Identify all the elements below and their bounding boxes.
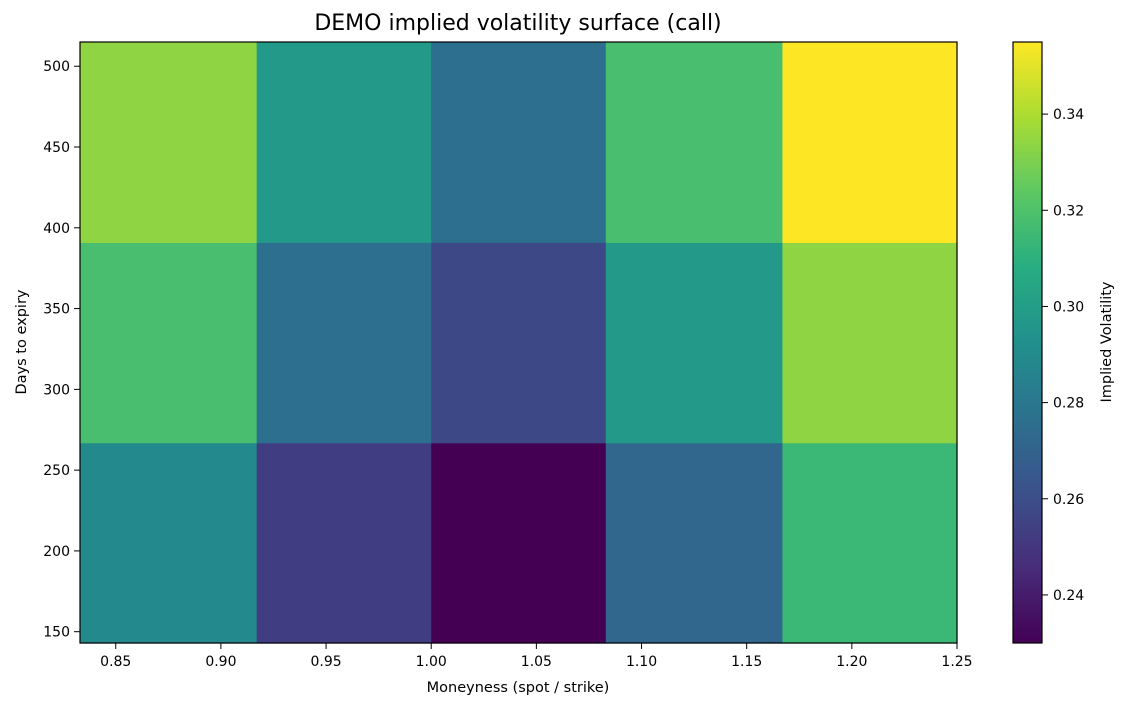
x-tick-label: 1.10 [626, 654, 657, 670]
x-tick-label: 1.20 [836, 654, 867, 670]
x-tick-label: 0.90 [205, 654, 236, 670]
colorbar-tick-label: 0.34 [1053, 107, 1084, 123]
y-tick-label: 400 [43, 221, 70, 237]
heatmap-cells [80, 42, 958, 644]
heatmap-cell [605, 442, 784, 644]
heatmap-cell [80, 242, 258, 444]
colorbar-tick-label: 0.26 [1053, 492, 1084, 508]
heatmap-cell [256, 242, 432, 444]
colorbar-tick-label: 0.28 [1053, 396, 1084, 412]
y-tick-label: 500 [43, 59, 70, 75]
plot-frame [79, 41, 958, 644]
x-tick-label: 0.85 [100, 654, 131, 670]
x-tick-label: 1.15 [731, 654, 762, 670]
heatmap-cell [782, 42, 958, 243]
y-axis-ticks: 150 200 250 300 350 400 450 500 [43, 59, 80, 641]
heatmap-cell [256, 442, 432, 644]
x-tick-label: 0.95 [310, 654, 341, 670]
y-tick-label: 250 [43, 463, 70, 479]
y-tick-label: 150 [43, 625, 70, 641]
heatmap-cell [431, 42, 607, 243]
x-tick-label: 1.00 [416, 654, 447, 670]
heatmap-cell [256, 42, 432, 243]
chart-title: DEMO implied volatility surface (call) [314, 11, 721, 36]
colorbar-tick-label: 0.24 [1053, 588, 1084, 604]
y-tick-label: 350 [43, 302, 70, 318]
x-axis-label: Moneyness (spot / strike) [427, 680, 610, 696]
heatmap-cell [431, 242, 607, 444]
x-tick-label: 1.25 [941, 654, 972, 670]
y-tick-label: 450 [43, 140, 70, 156]
y-tick-label: 300 [43, 382, 70, 398]
y-axis-label: Days to expiry [14, 289, 30, 394]
heatmap-cell [80, 42, 258, 243]
heatmap-cell [80, 442, 258, 644]
colorbar-ticks: 0.24 0.26 0.28 0.30 0.32 0.34 [1042, 107, 1084, 604]
heatmap-cell [782, 442, 958, 644]
y-tick-label: 200 [43, 544, 70, 560]
colorbar-label: Implied Volatility [1099, 281, 1115, 402]
heatmap-cell [605, 242, 784, 444]
colorbar-tick-label: 0.32 [1053, 203, 1084, 219]
heatmap-cell [605, 42, 784, 243]
heatmap-cell [782, 242, 958, 444]
x-axis-ticks: 0.85 0.90 0.95 1.00 1.05 1.10 1.15 1.20 1.25 [100, 643, 973, 670]
x-tick-label: 1.05 [521, 654, 552, 670]
colorbar-tick-label: 0.30 [1053, 299, 1084, 315]
heatmap-cell [431, 442, 607, 644]
colorbar [1012, 41, 1043, 644]
